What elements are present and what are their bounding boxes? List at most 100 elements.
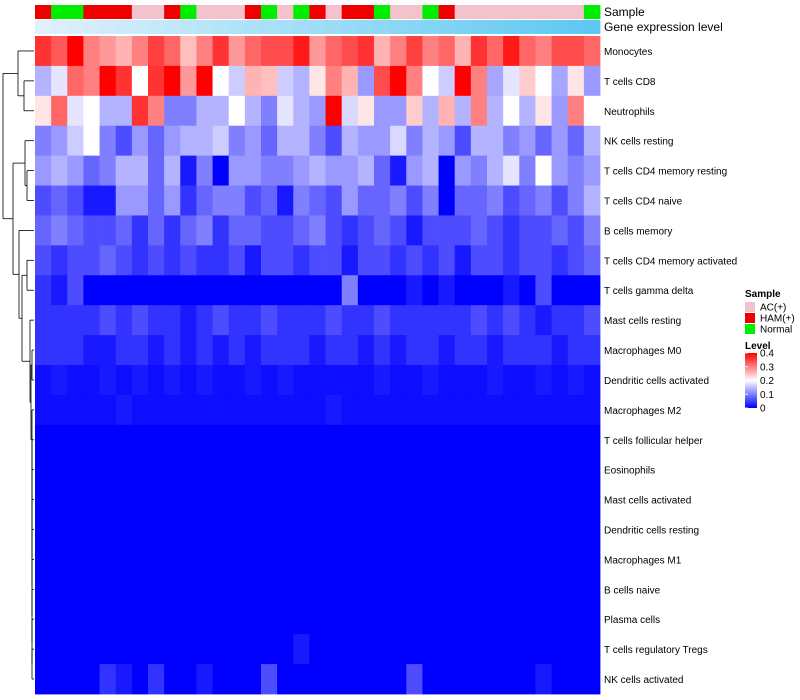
heatmap-cell (228, 215, 246, 246)
heatmap-cell (212, 95, 230, 127)
heatmap-cell (277, 125, 294, 157)
heatmap-cell (261, 125, 278, 157)
heatmap-cell (180, 454, 197, 486)
heatmap-cell (583, 65, 601, 97)
heatmap-cell (148, 215, 165, 246)
heatmap-cell (519, 155, 536, 186)
heatmap-cell (67, 275, 84, 306)
heatmap-cell (438, 664, 456, 695)
heatmap-cell (406, 394, 423, 426)
heatmap-cell (406, 275, 423, 306)
heatmap-cell (325, 36, 343, 67)
heatmap-cell (293, 335, 310, 366)
heatmap-cell (131, 275, 149, 306)
heatmap-cell (164, 185, 181, 216)
heatmap-cell (148, 454, 165, 486)
heatmap-cell (341, 245, 359, 276)
heatmap-cell (470, 305, 488, 336)
heatmap-cell (180, 215, 197, 246)
heatmap-cell (438, 215, 456, 246)
heatmap-cell (487, 424, 504, 456)
expression-level-cell (83, 20, 100, 34)
heatmap-cell (519, 275, 536, 306)
heatmap-cell (551, 634, 569, 665)
heatmap-cell (115, 664, 133, 695)
heatmap-cell (454, 155, 472, 186)
expression-level-cell (261, 20, 278, 34)
heatmap-cell (357, 365, 375, 396)
heatmap-cell (341, 185, 359, 216)
heatmap-cell (83, 335, 100, 366)
heatmap-cell (293, 95, 310, 127)
sample-annotation-cell (438, 5, 456, 19)
sample-annotation-cell (212, 5, 230, 19)
heatmap-cell (180, 424, 197, 456)
expression-level-cell (583, 20, 601, 34)
heatmap-cell (115, 275, 133, 306)
heatmap-cell (164, 484, 181, 515)
heatmap-cell (228, 514, 246, 545)
heatmap-cell (180, 514, 197, 545)
heatmap-cell (438, 275, 456, 306)
heatmap-cell (583, 664, 601, 695)
heatmap-cell (196, 544, 213, 575)
heatmap-cell (470, 604, 488, 635)
expression-level-cell (341, 20, 359, 34)
row-label: T cells follicular helper (604, 436, 703, 447)
heatmap-cell (293, 544, 310, 575)
level-tick-label: 0.2 (760, 376, 774, 387)
heatmap-cell (51, 514, 68, 545)
expression-level-bar (35, 20, 601, 34)
heatmap-cell (277, 634, 294, 665)
heatmap-cell (535, 65, 552, 97)
heatmap-cell (519, 185, 536, 216)
sample-annotation-cell (374, 5, 391, 19)
sample-annotation-cell (180, 5, 197, 19)
heatmap-cell (406, 36, 423, 67)
heatmap-cell (406, 185, 423, 216)
heatmap-cell (583, 365, 601, 396)
heatmap-cell (83, 394, 100, 426)
heatmap-cell (503, 604, 520, 635)
heatmap-cell (535, 574, 552, 605)
heatmap-cell (99, 245, 117, 276)
heatmap-cell (131, 484, 149, 515)
heatmap-cell (535, 634, 552, 665)
expression-level-cell (325, 20, 343, 34)
heatmap-cell (83, 185, 100, 216)
heatmap-cell (293, 275, 310, 306)
heatmap-cell (35, 365, 52, 396)
heatmap-cell (470, 634, 488, 665)
heatmap-cell (83, 484, 100, 515)
heatmap-cell (244, 454, 262, 486)
heatmap-cell (535, 95, 552, 127)
heatmap-cell (131, 634, 149, 665)
heatmap-cell (487, 514, 504, 545)
heatmap-cell (35, 544, 52, 575)
heatmap-cell (196, 245, 213, 276)
heatmap-cell (341, 574, 359, 605)
heatmap-cell (309, 275, 326, 306)
heatmap-cell (261, 365, 278, 396)
heatmap-cell (357, 65, 375, 97)
sample-annotation-cell (196, 5, 213, 19)
heatmap-cell (212, 245, 230, 276)
heatmap-cell (277, 155, 294, 186)
heatmap-cell (583, 634, 601, 665)
heatmap-cell (535, 335, 552, 366)
expression-level-cell (212, 20, 230, 34)
expression-level-cell (115, 20, 133, 34)
heatmap-cell (51, 185, 68, 216)
heatmap-cell (341, 305, 359, 336)
expression-level-cell (535, 20, 552, 34)
heatmap-cell (487, 215, 504, 246)
heatmap-cell (67, 604, 84, 635)
heatmap-cell (438, 36, 456, 67)
sample-legend-swatch (745, 302, 755, 312)
heatmap-cell (228, 604, 246, 635)
heatmap-cell (390, 95, 407, 127)
heatmap-cell (390, 544, 407, 575)
heatmap-cell (35, 275, 52, 306)
heatmap-cell (470, 36, 488, 67)
heatmap-cell (51, 634, 68, 665)
